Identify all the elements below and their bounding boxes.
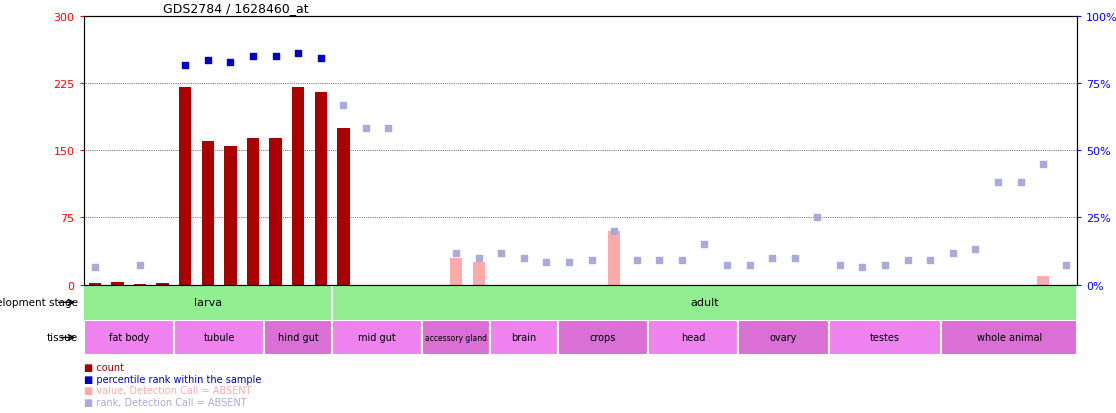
Bar	[134, 284, 146, 285]
Text: GDS2784 / 1628460_at: GDS2784 / 1628460_at	[163, 2, 309, 15]
Text: tissue: tissue	[47, 332, 78, 343]
Text: whole animal: whole animal	[976, 332, 1042, 343]
Text: tubule: tubule	[203, 332, 234, 343]
Bar	[112, 282, 124, 285]
Point	[831, 262, 849, 268]
Point	[311, 55, 329, 62]
Text: ovary: ovary	[770, 332, 797, 343]
Bar	[1037, 276, 1049, 285]
Text: crops: crops	[589, 332, 616, 343]
Point	[1035, 161, 1052, 168]
Point	[379, 125, 397, 132]
Point	[538, 259, 556, 266]
Point	[583, 256, 600, 263]
Bar	[84, 320, 174, 355]
Point	[176, 62, 194, 69]
Bar	[156, 283, 169, 285]
Point	[514, 255, 532, 261]
Point	[651, 258, 668, 264]
Text: adult: adult	[690, 297, 719, 308]
Point	[876, 262, 894, 268]
Text: larva: larva	[194, 297, 222, 308]
Bar	[828, 320, 942, 355]
Point	[470, 255, 488, 261]
Point	[221, 60, 239, 66]
Bar	[202, 142, 214, 285]
Bar	[179, 88, 192, 285]
Point	[86, 264, 104, 271]
Bar	[247, 139, 259, 285]
Point	[357, 125, 375, 132]
Bar	[264, 320, 333, 355]
Point	[628, 258, 646, 264]
Bar	[292, 88, 305, 285]
Bar	[490, 320, 558, 355]
Point	[289, 51, 307, 57]
Point	[132, 262, 150, 268]
Bar	[450, 258, 462, 285]
Text: ■ value, Detection Call = ABSENT: ■ value, Detection Call = ABSENT	[84, 385, 251, 395]
Text: ■ count: ■ count	[84, 362, 124, 372]
Bar	[337, 128, 349, 285]
Bar	[1037, 280, 1049, 285]
Bar	[942, 320, 1077, 355]
Text: mid gut: mid gut	[358, 332, 396, 343]
Text: development stage: development stage	[0, 297, 78, 308]
Point	[808, 214, 826, 221]
Point	[605, 228, 623, 235]
Point	[786, 255, 804, 261]
Point	[267, 54, 285, 60]
Bar	[174, 320, 264, 355]
Bar	[333, 320, 422, 355]
Point	[335, 103, 353, 109]
Bar	[422, 320, 490, 355]
Bar	[472, 263, 485, 285]
Point	[718, 262, 735, 268]
Bar	[739, 320, 828, 355]
Point	[560, 259, 578, 266]
Point	[854, 264, 872, 271]
Point	[448, 250, 465, 257]
Point	[673, 258, 691, 264]
Point	[944, 250, 962, 257]
Bar	[608, 231, 620, 285]
Point	[1057, 262, 1075, 268]
Point	[695, 241, 713, 248]
Bar	[89, 283, 102, 285]
Text: ■ percentile rank within the sample: ■ percentile rank within the sample	[84, 374, 261, 384]
Bar	[558, 320, 648, 355]
Bar	[648, 320, 739, 355]
Point	[763, 255, 781, 261]
Text: fat body: fat body	[108, 332, 150, 343]
Point	[922, 256, 940, 263]
Point	[1011, 179, 1029, 185]
Bar	[315, 93, 327, 285]
Point	[741, 262, 759, 268]
Text: brain: brain	[511, 332, 537, 343]
Text: ■ rank, Detection Call = ABSENT: ■ rank, Detection Call = ABSENT	[84, 397, 247, 407]
Text: hind gut: hind gut	[278, 332, 318, 343]
Point	[199, 58, 217, 64]
Point	[244, 54, 262, 60]
Bar	[224, 146, 237, 285]
Point	[966, 246, 984, 252]
Bar	[269, 139, 281, 285]
Text: head: head	[681, 332, 705, 343]
Text: testes: testes	[870, 332, 901, 343]
Point	[898, 256, 916, 263]
Point	[492, 250, 510, 257]
Point	[989, 179, 1007, 185]
Text: accessory gland: accessory gland	[425, 333, 488, 342]
